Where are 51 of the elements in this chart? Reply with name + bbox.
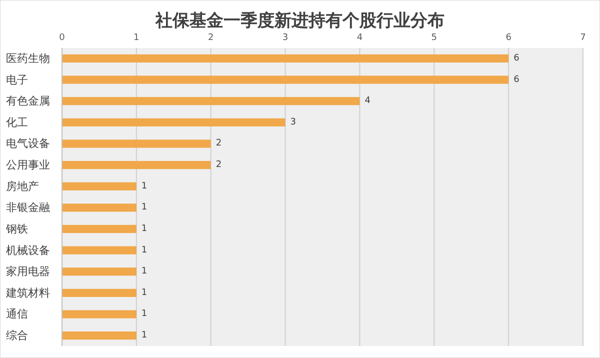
bar xyxy=(62,246,136,254)
y-tick-label: 机械设备 xyxy=(6,244,50,257)
y-tick-label: 综合 xyxy=(6,329,28,342)
bar xyxy=(62,140,211,148)
bar xyxy=(62,332,136,340)
y-tick-label: 医药生物 xyxy=(6,52,50,65)
data-label: 2 xyxy=(216,160,222,170)
data-label: 2 xyxy=(216,138,222,149)
y-tick-label: 房地产 xyxy=(6,180,39,193)
x-tick-label: 1 xyxy=(134,33,140,43)
x-tick-label: 7 xyxy=(580,33,586,43)
bar xyxy=(62,76,509,84)
bar xyxy=(62,118,286,126)
bar xyxy=(62,268,136,276)
y-tick-label: 有色金属 xyxy=(6,94,50,108)
data-label: 3 xyxy=(290,117,296,128)
data-label: 1 xyxy=(141,181,148,192)
y-tick-label: 公用事业 xyxy=(6,158,50,172)
y-tick-label: 化工 xyxy=(6,116,28,129)
y-tick-label: 非银金融 xyxy=(6,201,50,214)
bar xyxy=(62,182,136,190)
x-tick-label: 3 xyxy=(282,33,288,43)
x-tick-label: 2 xyxy=(208,33,214,43)
data-label: 4 xyxy=(364,96,371,106)
data-label: 1 xyxy=(141,245,148,256)
data-label: 1 xyxy=(141,288,148,298)
data-label: 6 xyxy=(514,53,520,64)
y-tick-label: 建筑材料 xyxy=(5,286,50,300)
data-label: 1 xyxy=(141,202,148,213)
bar xyxy=(62,54,509,62)
bar xyxy=(62,160,211,170)
x-tick-label: 5 xyxy=(431,33,438,43)
y-tick-label: 电子 xyxy=(6,73,28,86)
bar xyxy=(62,288,136,297)
bar xyxy=(62,204,136,212)
y-tick-label: 钢铁 xyxy=(5,222,28,236)
data-label: 6 xyxy=(514,74,520,85)
chart-title: 社保基金一季度新进持有个股行业分布 xyxy=(154,11,444,31)
bar xyxy=(62,97,360,106)
data-label: 1 xyxy=(141,224,148,234)
data-label: 1 xyxy=(141,330,148,341)
bar xyxy=(62,310,136,318)
data-label: 1 xyxy=(141,266,148,277)
y-tick-label: 通信 xyxy=(6,308,28,321)
y-tick-label: 家用电器 xyxy=(6,265,50,278)
data-label: 1 xyxy=(141,309,148,320)
x-tick-label: 6 xyxy=(506,33,512,43)
bar xyxy=(62,224,136,234)
y-tick-label: 电气设备 xyxy=(6,137,50,150)
x-tick-label: 4 xyxy=(356,33,363,43)
x-tick-label: 0 xyxy=(59,33,66,43)
